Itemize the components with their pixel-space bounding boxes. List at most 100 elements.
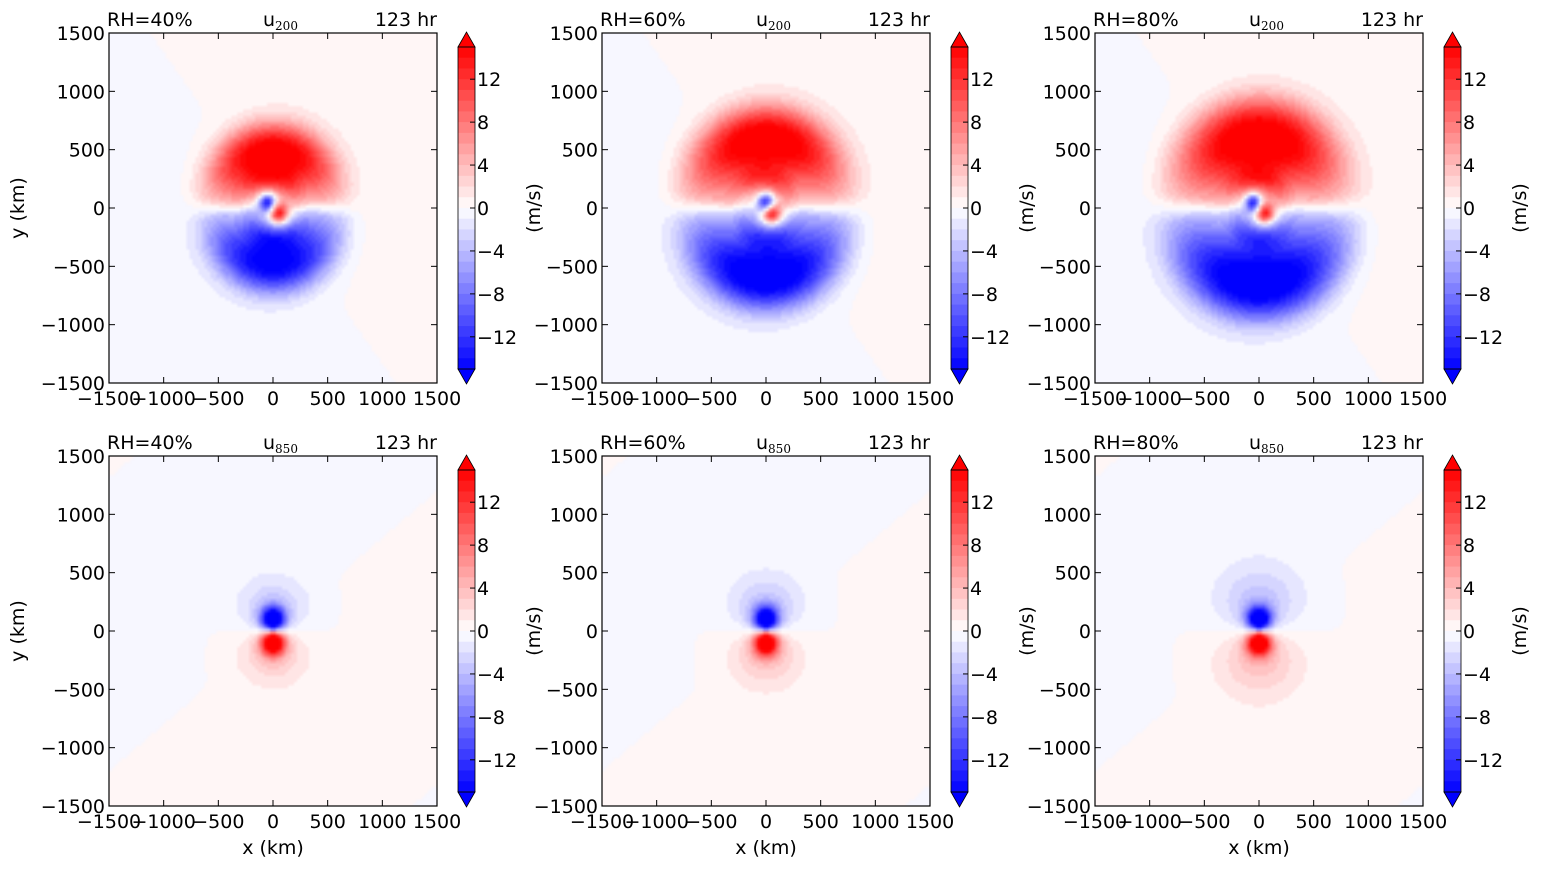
colorbar-tick-label: 4 bbox=[1463, 578, 1475, 600]
colorbar-level bbox=[951, 749, 968, 761]
x-tick-label: 500 bbox=[803, 388, 839, 410]
y-tick-label: 500 bbox=[69, 140, 105, 162]
y-tick-label: −500 bbox=[1039, 679, 1091, 701]
colorbar-level bbox=[458, 336, 475, 349]
colorbar-level bbox=[951, 197, 968, 209]
colorbar-level bbox=[1444, 47, 1461, 59]
variable-level: 200 bbox=[1261, 19, 1284, 33]
colorbar-tick-label: 8 bbox=[1463, 535, 1475, 557]
colorbar-level bbox=[458, 165, 475, 177]
x-axis-label: x (km) bbox=[735, 837, 797, 859]
colorbar-tick-label: 12 bbox=[477, 69, 501, 91]
colorbar-level bbox=[1444, 261, 1461, 273]
colorbar-level bbox=[1444, 100, 1461, 112]
colorbar-level bbox=[458, 673, 475, 686]
contour-field bbox=[109, 33, 437, 383]
y-tick-label: −1500 bbox=[534, 373, 598, 395]
colorbar-label: (m/s) bbox=[1016, 183, 1038, 233]
colorbar-level bbox=[1444, 738, 1461, 750]
panel-title-time: 123 hr bbox=[1361, 9, 1423, 31]
colorbar-level bbox=[458, 57, 475, 70]
x-tick-label: 1500 bbox=[413, 388, 461, 410]
colorbar-level bbox=[951, 566, 968, 578]
variable-level: 850 bbox=[275, 442, 298, 456]
colorbar-level bbox=[951, 588, 968, 600]
y-tick-label: −500 bbox=[546, 256, 598, 278]
colorbar-level bbox=[458, 122, 475, 134]
y-tick-label: 1500 bbox=[550, 23, 598, 45]
x-tick-label: 500 bbox=[310, 811, 346, 833]
colorbar-level bbox=[1444, 749, 1461, 761]
colorbar-level bbox=[458, 272, 475, 284]
colorbar-level bbox=[1444, 57, 1461, 70]
colorbar-level bbox=[951, 218, 968, 231]
colorbar-level bbox=[951, 186, 968, 198]
colorbar-level bbox=[458, 47, 475, 59]
y-tick-label: −1000 bbox=[1027, 738, 1091, 760]
variable-name: u bbox=[1249, 432, 1261, 454]
colorbar-extend-min bbox=[950, 368, 969, 385]
colorbar-level bbox=[458, 89, 475, 102]
colorbar-label: (m/s) bbox=[1509, 606, 1531, 656]
colorbar-tick-label: −12 bbox=[1463, 750, 1503, 772]
contour-field bbox=[602, 456, 930, 806]
colorbar-tick-label: 0 bbox=[970, 198, 982, 220]
colorbar-extend-max bbox=[950, 31, 969, 48]
x-tick-label: 0 bbox=[1253, 811, 1265, 833]
variable-name: u bbox=[756, 432, 768, 454]
colorbar-extend-min bbox=[950, 791, 969, 808]
x-tick-label: −1000 bbox=[132, 388, 196, 410]
colorbar-extend-max bbox=[1443, 31, 1462, 48]
colorbar-tick-label: 0 bbox=[970, 621, 982, 643]
colorbar-level bbox=[1444, 68, 1461, 80]
colorbar-level bbox=[951, 89, 968, 102]
colorbar-level bbox=[951, 706, 968, 718]
colorbar-level bbox=[951, 175, 968, 188]
colorbar-level bbox=[1444, 684, 1461, 696]
colorbar: 12 8 4 0 −4 −8 −12 (m/s) bbox=[950, 454, 1038, 808]
x-tick-label: −1500 bbox=[570, 388, 634, 410]
panel-title-variable: u850 bbox=[756, 432, 791, 456]
colorbar-tick-label: 8 bbox=[1463, 112, 1475, 134]
colorbar-tick-label: 4 bbox=[970, 155, 982, 177]
x-tick-label: 1000 bbox=[1344, 388, 1392, 410]
colorbar-level bbox=[951, 229, 968, 241]
colorbar-level bbox=[951, 663, 968, 675]
colorbar-level bbox=[1444, 706, 1461, 718]
colorbar-level bbox=[951, 347, 968, 359]
colorbar-label: (m/s) bbox=[1509, 183, 1531, 233]
colorbar-level bbox=[1444, 577, 1461, 589]
y-tick-label: 1000 bbox=[550, 81, 598, 103]
colorbar-level bbox=[458, 588, 475, 600]
y-tick-label: 1500 bbox=[1043, 446, 1091, 468]
colorbar-level bbox=[458, 250, 475, 263]
colorbar-level bbox=[951, 555, 968, 568]
panel-title-variable: u200 bbox=[263, 9, 298, 33]
y-tick-label: −500 bbox=[546, 679, 598, 701]
x-tick-label: 500 bbox=[1296, 388, 1332, 410]
x-tick-label: 1500 bbox=[1399, 811, 1447, 833]
colorbar-level bbox=[458, 631, 475, 643]
colorbar-level bbox=[1444, 272, 1461, 284]
colorbar-level bbox=[1444, 663, 1461, 675]
colorbar-level bbox=[458, 749, 475, 761]
colorbar-level bbox=[458, 197, 475, 209]
colorbar-level bbox=[1444, 609, 1461, 621]
colorbar-level bbox=[458, 304, 475, 316]
x-tick-label: −500 bbox=[685, 811, 737, 833]
x-tick-label: −500 bbox=[192, 811, 244, 833]
colorbar-tick-label: 4 bbox=[1463, 155, 1475, 177]
panel-title-rh: RH=40% bbox=[107, 9, 193, 31]
colorbar-level bbox=[1444, 598, 1461, 611]
colorbar-tick-label: 12 bbox=[1463, 69, 1487, 91]
colorbar-tick-label: −4 bbox=[477, 664, 505, 686]
panel-title-time: 123 hr bbox=[375, 432, 437, 454]
colorbar-tick-label: −8 bbox=[970, 284, 998, 306]
colorbar-level bbox=[1444, 347, 1461, 359]
x-tick-label: −1000 bbox=[625, 388, 689, 410]
colorbar-level bbox=[458, 480, 475, 493]
colorbar-level bbox=[951, 727, 968, 739]
colorbar-level bbox=[458, 716, 475, 729]
colorbar-tick-label: 12 bbox=[970, 492, 994, 514]
panel-200-40: −1500−1000−500 0 500 1000 1500150010005000−5… bbox=[7, 9, 545, 410]
